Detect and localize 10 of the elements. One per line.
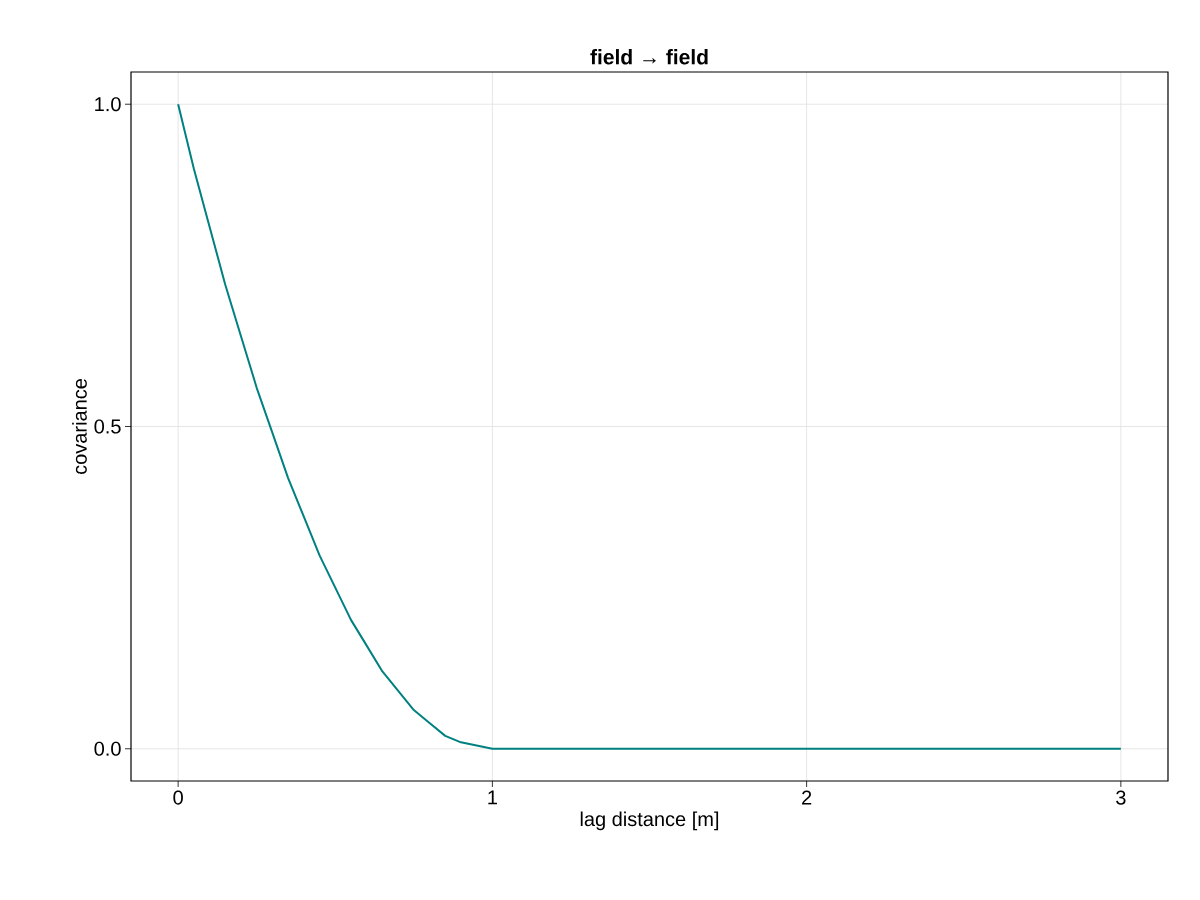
x-tick-label: 3 xyxy=(1116,790,1126,805)
y-tick-label: 0.5 xyxy=(94,419,121,434)
x-tick-label: 0 xyxy=(173,790,183,805)
y-tick-label: 0.0 xyxy=(94,741,121,756)
y-axis-title: covariance xyxy=(72,379,87,475)
x-axis-title: lag distance [m] xyxy=(580,811,719,831)
chart-title: field → field xyxy=(590,49,708,65)
x-tick-label: 2 xyxy=(802,790,812,805)
y-tick-label: 1.0 xyxy=(95,97,121,112)
x-tick-label: 1 xyxy=(488,790,497,805)
